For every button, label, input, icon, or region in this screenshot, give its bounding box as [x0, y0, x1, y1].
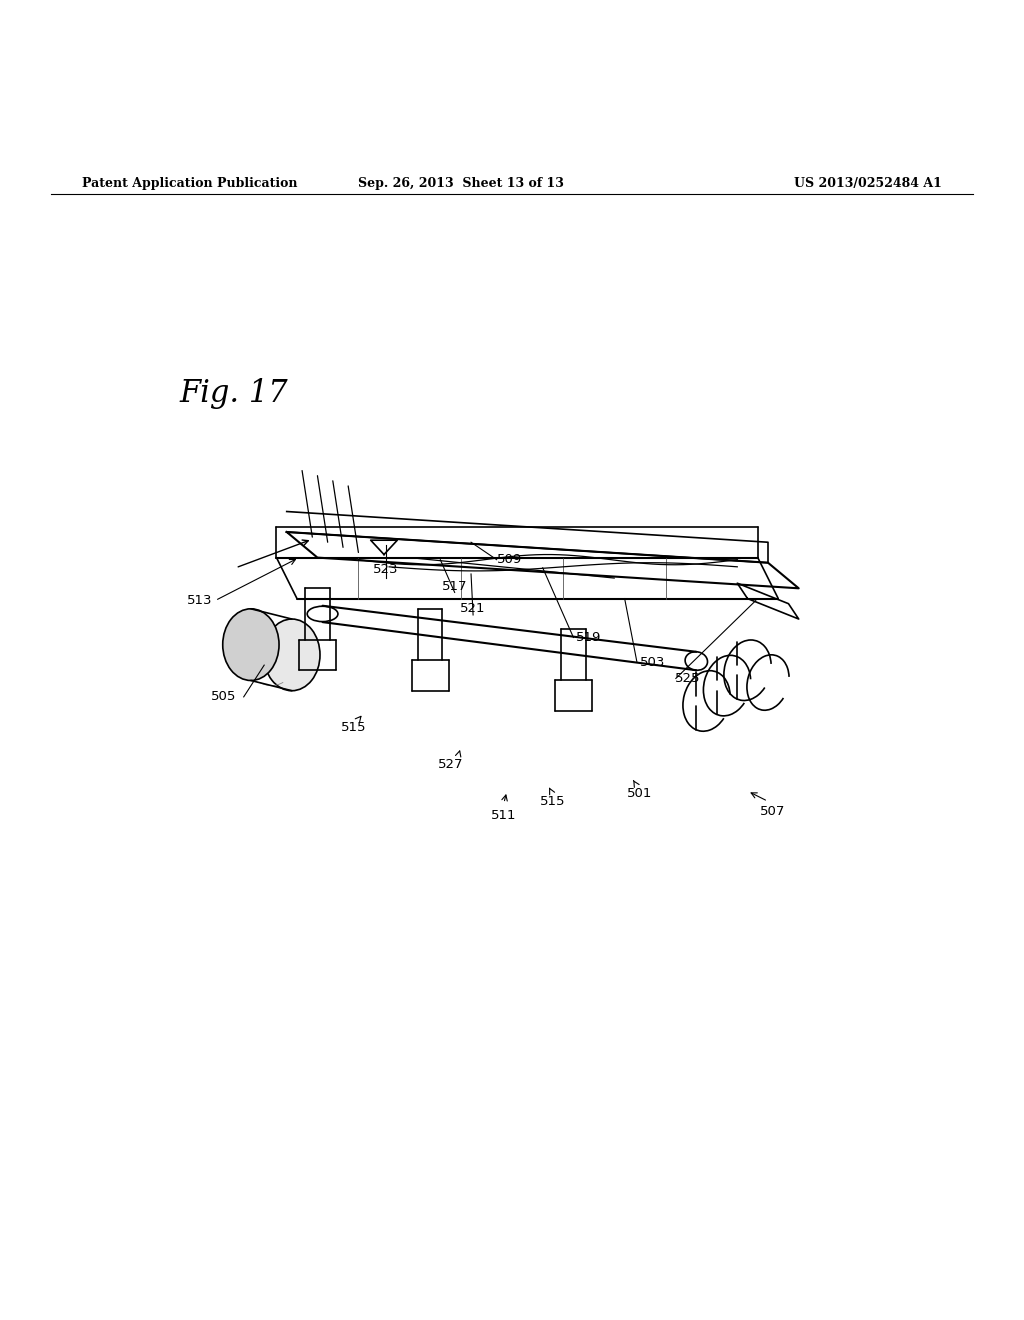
- Text: 519: 519: [577, 631, 601, 644]
- Ellipse shape: [263, 619, 319, 690]
- Text: 525: 525: [676, 672, 700, 685]
- Ellipse shape: [685, 652, 708, 671]
- Text: Patent Application Publication: Patent Application Publication: [82, 177, 297, 190]
- Text: 507: 507: [761, 805, 785, 818]
- Text: 501: 501: [628, 787, 652, 800]
- Text: Sep. 26, 2013  Sheet 13 of 13: Sep. 26, 2013 Sheet 13 of 13: [357, 177, 564, 190]
- Text: 515: 515: [341, 721, 366, 734]
- Ellipse shape: [223, 609, 279, 681]
- Text: 521: 521: [461, 602, 485, 615]
- Text: 509: 509: [498, 553, 522, 566]
- Text: Fig. 17: Fig. 17: [179, 379, 288, 409]
- Text: US 2013/0252484 A1: US 2013/0252484 A1: [795, 177, 942, 190]
- Text: 515: 515: [541, 795, 565, 808]
- Text: 513: 513: [187, 594, 212, 607]
- Text: 517: 517: [442, 579, 467, 593]
- Text: 511: 511: [492, 809, 516, 822]
- Text: 527: 527: [438, 758, 463, 771]
- Text: 505: 505: [211, 690, 236, 704]
- Text: 523: 523: [374, 564, 398, 577]
- Text: 503: 503: [640, 656, 665, 668]
